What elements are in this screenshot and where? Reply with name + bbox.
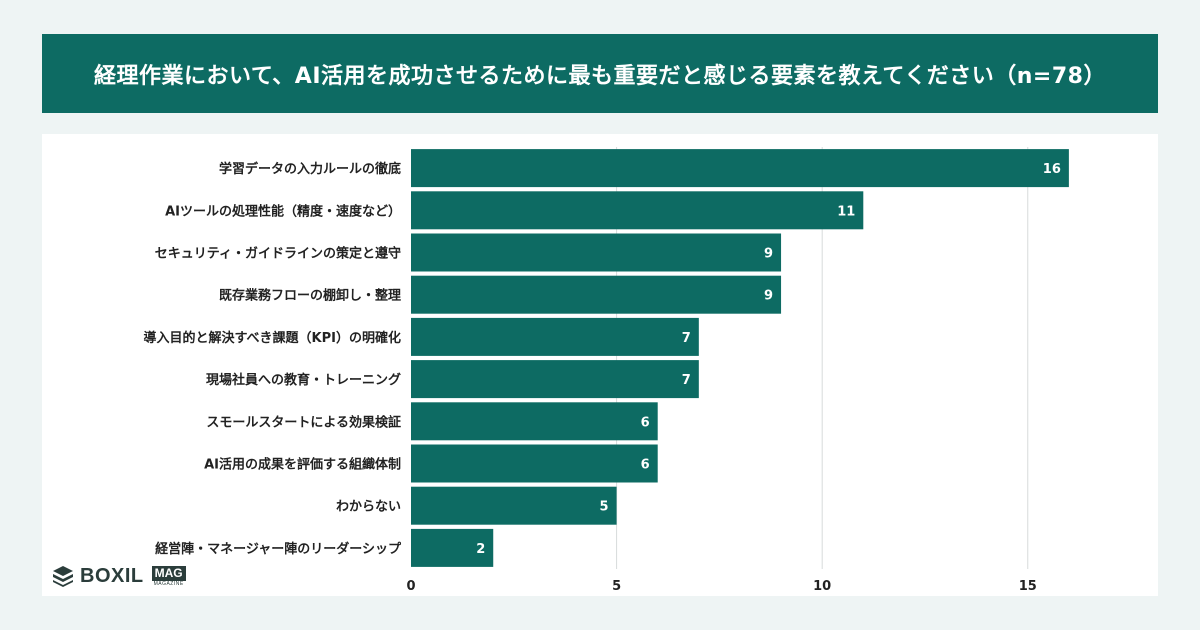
bar-1 (411, 191, 864, 230)
category-label: わからない (336, 500, 401, 515)
chart-title: 経理作業において、AI活用を成功させるために最も重要だと感じる要素を教えてくださ… (94, 63, 1106, 89)
bar-chart: 学習データの入力ルールの徹底 16 AIツールの処理性能（精度・速度など） 11 セキュ… (143, 147, 1069, 594)
data-label: 6 (641, 415, 650, 430)
category-label: 既存業務フローの棚卸し・整理 (219, 288, 401, 304)
bar-2 (411, 233, 782, 272)
category-label: 現場社員への教育・トレーニング (206, 372, 401, 388)
logo-badge: MAG MAGAZINE (151, 565, 186, 587)
bar-4 (411, 317, 699, 356)
boxil-logo-icon (53, 566, 73, 587)
bar-9 (411, 528, 494, 567)
x-tick-label: 5 (612, 579, 621, 594)
bar-5 (411, 360, 699, 399)
data-label: 6 (641, 458, 650, 473)
x-tick-label: 10 (813, 579, 831, 594)
data-label: 11 (837, 204, 855, 219)
category-label: セキュリティ・ガイドラインの策定と遵守 (155, 246, 401, 262)
bar-0 (411, 149, 1069, 188)
data-label: 9 (764, 247, 773, 262)
logo-mag: MAG (151, 565, 186, 581)
category-label: 経営陣・マネージャー陣のリーダーシップ (155, 541, 402, 557)
bar-3 (411, 275, 782, 314)
category-label: 導入目的と解決すべき課題（KPI）の明確化 (143, 330, 401, 346)
bar-7 (411, 444, 658, 483)
bar-6 (411, 402, 658, 441)
boxil-mag-logo: BOXIL MAG MAGAZINE (52, 562, 186, 590)
category-label: AIツールの処理性能（精度・速度など） (165, 203, 401, 219)
data-label: 7 (682, 331, 691, 346)
data-label: 9 (764, 289, 773, 304)
x-tick-label: 0 (406, 579, 415, 594)
category-label: スモールスタートによる効果検証 (206, 414, 401, 430)
data-label: 16 (1043, 162, 1061, 177)
data-label: 7 (682, 373, 691, 388)
category-label: 学習データの入力ルールの徹底 (219, 161, 401, 177)
chart-card: 学習データの入力ルールの徹底 16 AIツールの処理性能（精度・速度など） 11 セキュ… (42, 134, 1158, 596)
x-tick-label: 15 (1019, 579, 1037, 594)
logo-brand: BOXIL (80, 564, 144, 587)
data-label: 5 (600, 500, 609, 515)
title-banner: 経理作業において、AI活用を成功させるために最も重要だと感じる要素を教えてくださ… (42, 34, 1158, 113)
logo-magazine: MAGAZINE (153, 580, 184, 587)
category-label: AI活用の成果を評価する組織体制 (204, 457, 401, 473)
data-label: 2 (476, 542, 485, 557)
bar-8 (411, 486, 617, 525)
